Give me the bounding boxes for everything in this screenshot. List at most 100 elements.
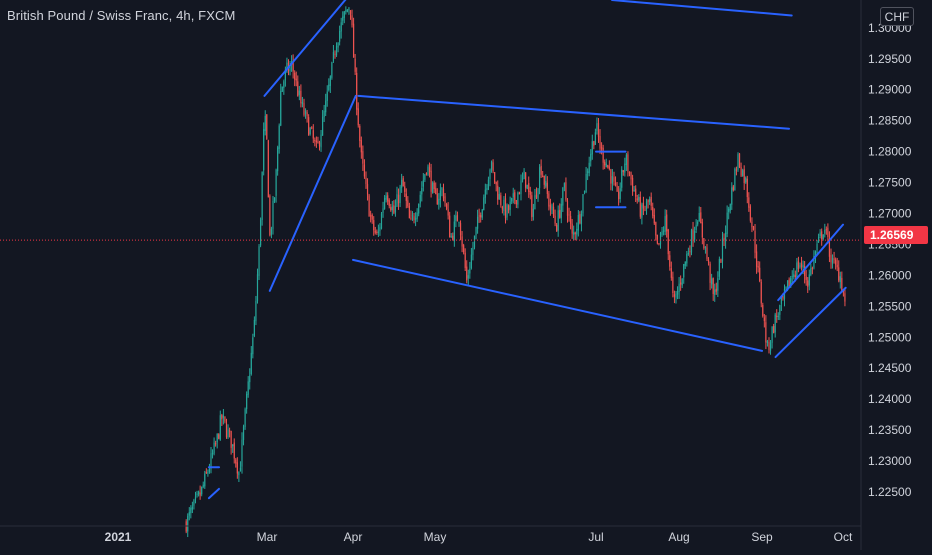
candle-up — [486, 188, 488, 190]
candle-up — [249, 375, 251, 383]
candle-up — [385, 195, 387, 200]
candle-down — [435, 188, 437, 195]
candle-down — [751, 221, 753, 228]
candle-up — [458, 222, 460, 224]
trendline[interactable] — [774, 286, 847, 359]
trendline[interactable] — [268, 94, 357, 292]
candle-down — [628, 172, 631, 174]
candle-up — [509, 201, 511, 210]
candle-down — [306, 112, 308, 116]
candle-up — [419, 194, 421, 204]
candle-down — [748, 197, 750, 208]
price-tick-label: 1.24500 — [868, 361, 912, 375]
candle-down — [518, 192, 521, 195]
price-tick-label: 1.22500 — [868, 485, 912, 499]
time-axis[interactable]: 2021 Mar Apr May Jul Aug Sep Oct — [105, 530, 853, 544]
candle-up — [676, 291, 679, 295]
candle-down — [456, 215, 459, 222]
candle-down — [433, 182, 435, 190]
candle-down — [709, 263, 711, 283]
candle-up — [194, 496, 197, 500]
candle-up — [481, 209, 483, 218]
candle-down — [556, 224, 558, 232]
candle-up — [704, 246, 707, 248]
candle-up — [534, 195, 536, 210]
candle-down — [478, 215, 480, 217]
candle-down — [755, 251, 758, 267]
candle-up — [301, 102, 304, 105]
candle-down — [565, 182, 567, 200]
candle-down — [552, 206, 555, 217]
currency-button[interactable]: CHF — [880, 7, 914, 26]
candle-down — [507, 205, 510, 211]
candle-down — [300, 90, 302, 104]
candle-down — [579, 214, 581, 224]
time-tick-label: Oct — [834, 530, 853, 544]
trendline[interactable] — [357, 94, 790, 130]
candle-up — [321, 116, 324, 136]
candle-up — [649, 198, 651, 202]
candle-up — [401, 179, 403, 188]
candle-up — [232, 444, 234, 447]
candle-down — [610, 169, 612, 184]
trendline[interactable] — [352, 258, 763, 352]
candle-up — [824, 229, 826, 234]
candle-up — [693, 230, 696, 240]
candle-up — [453, 221, 455, 242]
candle-down — [447, 209, 449, 216]
price-tick-label: 1.23000 — [868, 454, 912, 468]
candle-down — [529, 190, 531, 195]
trendline[interactable] — [777, 223, 844, 302]
candle-down — [514, 192, 516, 201]
candle-down — [636, 198, 638, 201]
price-axis[interactable]: 1.300001.295001.290001.285001.280001.275… — [868, 21, 912, 499]
trendline[interactable] — [263, 0, 353, 97]
candle-down — [825, 229, 827, 231]
price-tick-label: 1.28500 — [868, 114, 912, 128]
candle-up — [590, 153, 592, 162]
candle-down — [706, 247, 708, 259]
chart-title: British Pound / Swiss Franc, 4h, FXCM — [7, 8, 236, 23]
price-tick-label: 1.23500 — [868, 423, 912, 437]
candle-up — [487, 179, 490, 190]
candle-up — [275, 169, 277, 196]
candle-up — [342, 16, 344, 21]
candle-down — [680, 282, 682, 285]
candle-down — [701, 222, 703, 238]
candle-up — [439, 190, 441, 201]
candle-up — [605, 163, 607, 167]
candle-up — [819, 232, 821, 236]
candle-down — [546, 182, 548, 194]
candle-down — [233, 442, 235, 459]
candle-down — [655, 222, 657, 236]
candle-down — [390, 207, 392, 211]
candle-down — [370, 215, 372, 217]
candle-up — [418, 203, 420, 214]
candle-up — [325, 100, 327, 113]
candle-up — [281, 86, 283, 92]
candle-down — [402, 178, 404, 187]
candle-up — [591, 141, 593, 155]
trendline[interactable] — [207, 487, 221, 500]
candle-down — [548, 193, 550, 207]
price-tick-label: 1.27500 — [868, 176, 912, 190]
candle-up — [246, 394, 248, 410]
candle-down — [644, 209, 646, 211]
candle-down — [656, 234, 658, 244]
candle-down — [428, 167, 431, 172]
trendline[interactable] — [611, 0, 793, 17]
candle-down — [442, 188, 445, 199]
candle-down — [794, 275, 796, 277]
candle-up — [678, 283, 680, 292]
time-tick-label: May — [424, 530, 447, 544]
candle-up — [255, 300, 257, 322]
candle-up — [343, 11, 345, 18]
candle-down — [759, 267, 761, 282]
time-tick-label: Aug — [668, 530, 689, 544]
candle-down — [571, 223, 573, 234]
candle-up — [379, 227, 381, 232]
candle-up — [377, 231, 379, 233]
